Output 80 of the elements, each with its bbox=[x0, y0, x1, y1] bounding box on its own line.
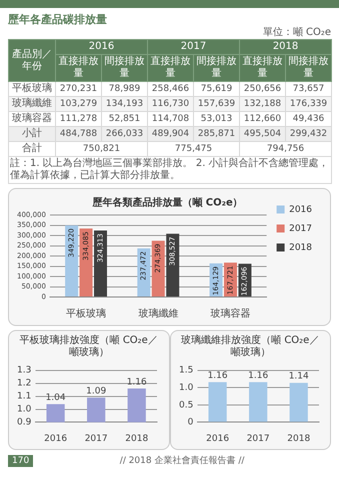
data-label: 1.09 bbox=[86, 386, 106, 396]
y-tick-label: 1.1 bbox=[16, 392, 32, 402]
text: 266,033 bbox=[102, 126, 148, 142]
y-tick-label: 0.5 bbox=[178, 400, 193, 410]
y-tick-label: 0 bbox=[187, 418, 194, 428]
text: 299,432 bbox=[286, 126, 332, 142]
text: 73,657 bbox=[286, 82, 332, 96]
text: // 2018 企業社會責任報告書 // bbox=[118, 454, 246, 467]
text: 794,756 bbox=[240, 142, 332, 156]
text: 49,436 bbox=[286, 112, 332, 126]
y-tick-label: 1.0 bbox=[178, 383, 194, 394]
bar bbox=[94, 230, 107, 296]
legend-label: 2017 bbox=[289, 224, 312, 234]
text: 285,871 bbox=[194, 126, 240, 142]
text: 直接排放量 bbox=[240, 54, 286, 82]
x-tick-label: 2018 bbox=[286, 434, 310, 444]
text: 176,339 bbox=[286, 96, 332, 112]
text: 註：1. 以上為台灣地區三個事業部排放。 2. 小計與合計不含總管理處，僅為計算依據，已計算大部分排放量。 bbox=[8, 156, 332, 184]
text: 270,231 bbox=[56, 82, 102, 96]
x-tick-label: 2016 bbox=[44, 434, 68, 444]
text: 歷年各產品碳排放量 bbox=[8, 12, 108, 27]
x-tick-label: 平板玻璃 bbox=[66, 308, 106, 320]
text: 直接排放量 bbox=[148, 54, 194, 82]
text: 2018 bbox=[240, 40, 332, 54]
text: 2017 bbox=[148, 40, 240, 54]
text: 玻璃纖維 bbox=[8, 96, 56, 112]
legend-label: 2018 bbox=[289, 242, 312, 253]
text: 75,619 bbox=[194, 82, 240, 96]
text: 53,013 bbox=[194, 112, 240, 126]
bar bbox=[65, 225, 78, 296]
text: 間接排放量 bbox=[286, 54, 332, 82]
text: 112,660 bbox=[240, 112, 286, 126]
data-label: 1.16 bbox=[248, 370, 268, 381]
text: 750,821 bbox=[56, 142, 148, 156]
chart-title: 歷年各類產品排放量（噸 CO₂e） bbox=[91, 196, 243, 209]
text: 78,989 bbox=[102, 82, 148, 96]
data-label: 1.04 bbox=[46, 392, 66, 403]
text: 157,639 bbox=[194, 96, 240, 112]
y-tick-label: 1.5 bbox=[178, 366, 193, 376]
text: 間接排放量 bbox=[194, 54, 240, 82]
text: 間接排放量 bbox=[102, 54, 148, 82]
text: 489,904 bbox=[148, 126, 194, 142]
x-tick-label: 2018 bbox=[125, 434, 148, 444]
text: 平板玻璃 bbox=[8, 82, 56, 96]
x-tick-label: 玻璃纖維 bbox=[138, 308, 178, 320]
text: 258,466 bbox=[148, 82, 194, 96]
text: 116,730 bbox=[148, 96, 194, 112]
text: 484,788 bbox=[56, 126, 102, 142]
text: 134,193 bbox=[102, 96, 148, 112]
data-label: 1.16 bbox=[207, 370, 228, 381]
text: 250,656 bbox=[240, 82, 286, 96]
text: 小計 bbox=[8, 126, 56, 142]
y-tick-label: 1.3 bbox=[16, 366, 32, 376]
x-tick-label: 玻璃容器 bbox=[210, 308, 250, 320]
text: 132,188 bbox=[240, 96, 286, 112]
text: 單位：噸 CO₂e bbox=[262, 27, 331, 39]
y-tick-label: 1.2 bbox=[16, 378, 32, 389]
text: 直接排放量 bbox=[56, 54, 102, 82]
x-tick-label: 2017 bbox=[246, 434, 270, 444]
bar bbox=[80, 228, 93, 296]
text: 114,708 bbox=[148, 112, 194, 126]
text: 合計 bbox=[8, 142, 56, 156]
x-tick-label: 2017 bbox=[84, 434, 108, 444]
legend-label: 2016 bbox=[289, 204, 312, 215]
text: 170 bbox=[8, 454, 34, 466]
text: 103,279 bbox=[56, 96, 102, 112]
text: 2016 bbox=[56, 40, 148, 54]
text: 775,475 bbox=[148, 142, 240, 156]
x-tick-label: 2016 bbox=[206, 434, 229, 444]
data-label: 1.16 bbox=[126, 377, 148, 388]
text: 495,504 bbox=[240, 126, 286, 142]
text: 產品別／年份 bbox=[8, 40, 56, 82]
data-label: 1.14 bbox=[288, 372, 309, 382]
y-tick-label: 0.9 bbox=[16, 418, 32, 428]
chart-title: 平板玻璃排放強度（噸 CO₂e／噸玻璃） bbox=[18, 334, 159, 360]
text: 玻璃容器 bbox=[8, 112, 56, 126]
y-tick-label: 1.0 bbox=[16, 404, 32, 415]
text: 111,278 bbox=[56, 112, 102, 126]
text: 52,851 bbox=[102, 112, 148, 126]
chart-title: 玻璃纖維排放強度（噸 CO₂e／噸玻璃） bbox=[180, 334, 320, 360]
